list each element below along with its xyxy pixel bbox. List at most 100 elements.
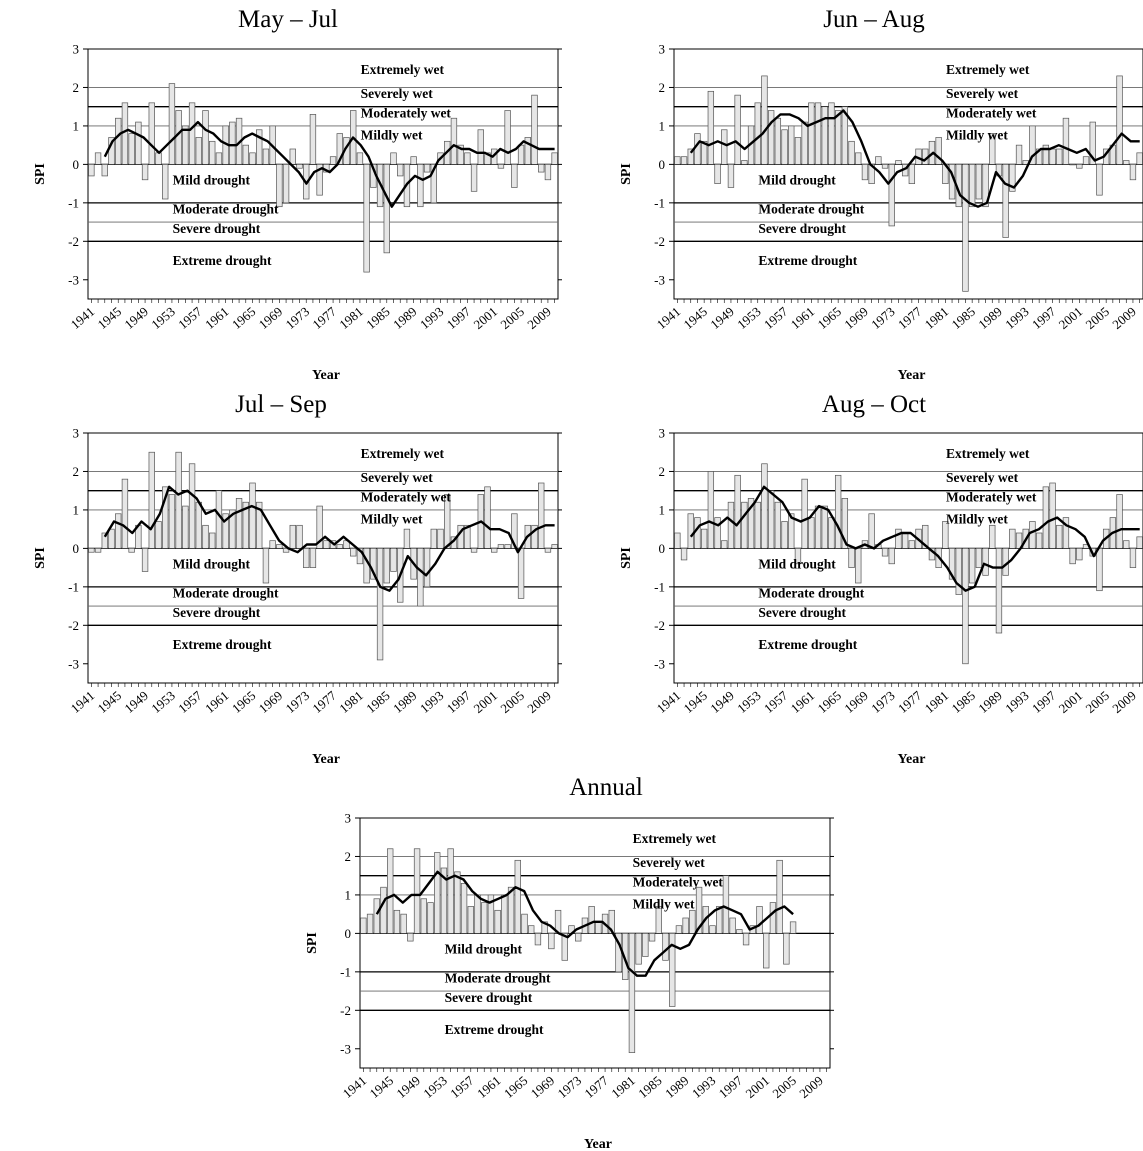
spi-bar <box>309 548 317 568</box>
spi-bar <box>808 517 815 549</box>
spi-bar <box>88 164 95 177</box>
spi-bar <box>714 517 721 549</box>
spi-bar <box>922 524 929 549</box>
spi-bar <box>108 528 115 549</box>
x-tick-label: 1965 <box>229 304 259 332</box>
x-tick-label: 1949 <box>393 1073 423 1101</box>
spi-bar <box>655 906 662 934</box>
x-tick-label: 1969 <box>528 1073 558 1101</box>
zone-label: Mildly wet <box>361 127 423 142</box>
spi-bar <box>182 125 189 165</box>
spi-bar <box>1049 482 1056 549</box>
x-tick-label: 1977 <box>309 303 339 332</box>
x-tick-label: 1997 <box>1029 687 1059 716</box>
spi-bar <box>769 902 777 934</box>
spi-bar <box>695 886 703 934</box>
spi-bar <box>507 886 515 934</box>
spi-bar <box>1015 144 1023 165</box>
x-tick-label: 1985 <box>363 304 393 332</box>
spi-bar <box>801 121 808 165</box>
x-tick-label: 1957 <box>447 1072 477 1101</box>
spi-bar <box>689 909 696 934</box>
spi-bar <box>370 548 377 580</box>
x-tick-label: 1941 <box>68 304 98 332</box>
spi-bar <box>1049 148 1056 165</box>
zone-label: Moderately wet <box>361 105 452 120</box>
spi-bar <box>501 894 508 934</box>
zone-label: Severe drought <box>173 221 261 236</box>
spi-bar <box>776 859 783 934</box>
spi-bar <box>188 102 196 165</box>
spi-bar <box>511 513 518 549</box>
spi-bar <box>888 548 895 565</box>
spi-bar <box>457 144 464 165</box>
spi-bar <box>727 164 735 188</box>
spi-bar <box>1069 548 1076 565</box>
spi-bar <box>115 117 122 165</box>
y-tick-label: -3 <box>654 272 665 287</box>
y-tick-label: 3 <box>659 42 666 57</box>
spi-bar <box>467 906 474 934</box>
chart-panel-1: May – Jul Extremely wet Severely wet Modera… <box>33 6 562 383</box>
spi-bar <box>561 933 568 961</box>
y-tick-label: 0 <box>659 157 666 172</box>
y-axis-label: SPI <box>33 547 48 569</box>
spi-bar <box>801 478 808 549</box>
x-tick-label: 1997 <box>716 1072 746 1101</box>
x-tick-label: 2009 <box>524 304 554 332</box>
spi-bar <box>504 544 511 549</box>
spi-bar <box>517 144 525 165</box>
spi-bar <box>761 75 768 165</box>
x-tick-label: 1989 <box>975 688 1005 716</box>
spi-bar <box>434 852 441 934</box>
spi-bar <box>101 164 108 177</box>
x-tick-label: 2005 <box>497 688 527 716</box>
spi-bar <box>774 501 782 549</box>
y-tick-label: -3 <box>340 1041 351 1056</box>
spi-bar <box>828 517 835 549</box>
spi-bar <box>356 152 364 165</box>
spi-bar <box>595 921 602 934</box>
spi-bar <box>1035 532 1043 549</box>
x-tick-label: 2001 <box>743 1073 773 1101</box>
spi-bar <box>1129 548 1137 568</box>
spi-bar <box>1082 156 1090 165</box>
spi-bar <box>531 524 538 549</box>
spi-bar <box>474 894 481 934</box>
spi-bar <box>413 848 421 934</box>
y-tick-label: -1 <box>654 579 665 594</box>
spi-bar <box>282 164 290 204</box>
spi-bar <box>195 137 202 165</box>
spi-bar <box>828 102 835 165</box>
zone-label: Extremely wet <box>361 62 445 77</box>
spi-bar <box>521 913 528 934</box>
spi-bar <box>761 463 768 549</box>
spi-bar <box>1096 164 1103 196</box>
y-tick-label: 3 <box>345 811 352 826</box>
spi-bar <box>680 156 688 165</box>
spi-bar <box>162 164 169 200</box>
spi-bar <box>182 505 189 549</box>
spi-bar <box>669 933 676 1007</box>
spi-bar <box>417 164 424 208</box>
spi-bar <box>544 164 552 181</box>
spi-bar <box>464 152 471 165</box>
spi-bar <box>588 906 595 934</box>
spi-bar <box>141 164 149 181</box>
y-tick-label: 3 <box>73 426 80 441</box>
spi-bar <box>135 121 142 165</box>
x-tick-label: 1989 <box>975 304 1005 332</box>
zone-label: Extreme drought <box>758 637 857 652</box>
zone-label: Moderate drought <box>758 202 864 217</box>
spi-bar <box>497 164 505 169</box>
spi-bar <box>195 501 202 549</box>
spi-bar <box>834 110 842 165</box>
spi-bar <box>707 471 715 549</box>
x-tick-label: 1981 <box>336 688 366 716</box>
spi-bar <box>215 490 223 549</box>
y-tick-label: 1 <box>659 118 666 133</box>
spi-bar <box>1042 486 1050 549</box>
x-tick-label: 1977 <box>895 687 925 716</box>
spi-bar <box>1076 164 1083 169</box>
moving-average-line <box>689 485 1140 592</box>
